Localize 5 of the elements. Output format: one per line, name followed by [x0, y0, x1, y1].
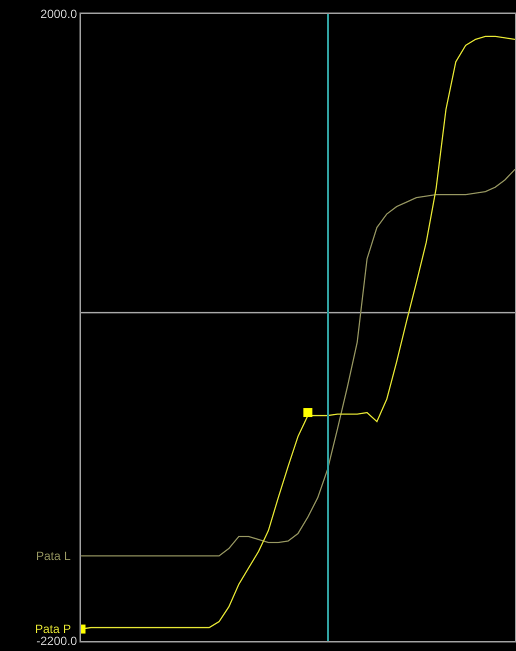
- y-tick-label: 2000.0: [40, 7, 78, 22]
- series-label: Pata L: [36, 549, 72, 563]
- y-tick-label: -2200.0: [36, 634, 78, 648]
- series-label: Pata P: [35, 622, 72, 636]
- line-series: [81, 168, 515, 557]
